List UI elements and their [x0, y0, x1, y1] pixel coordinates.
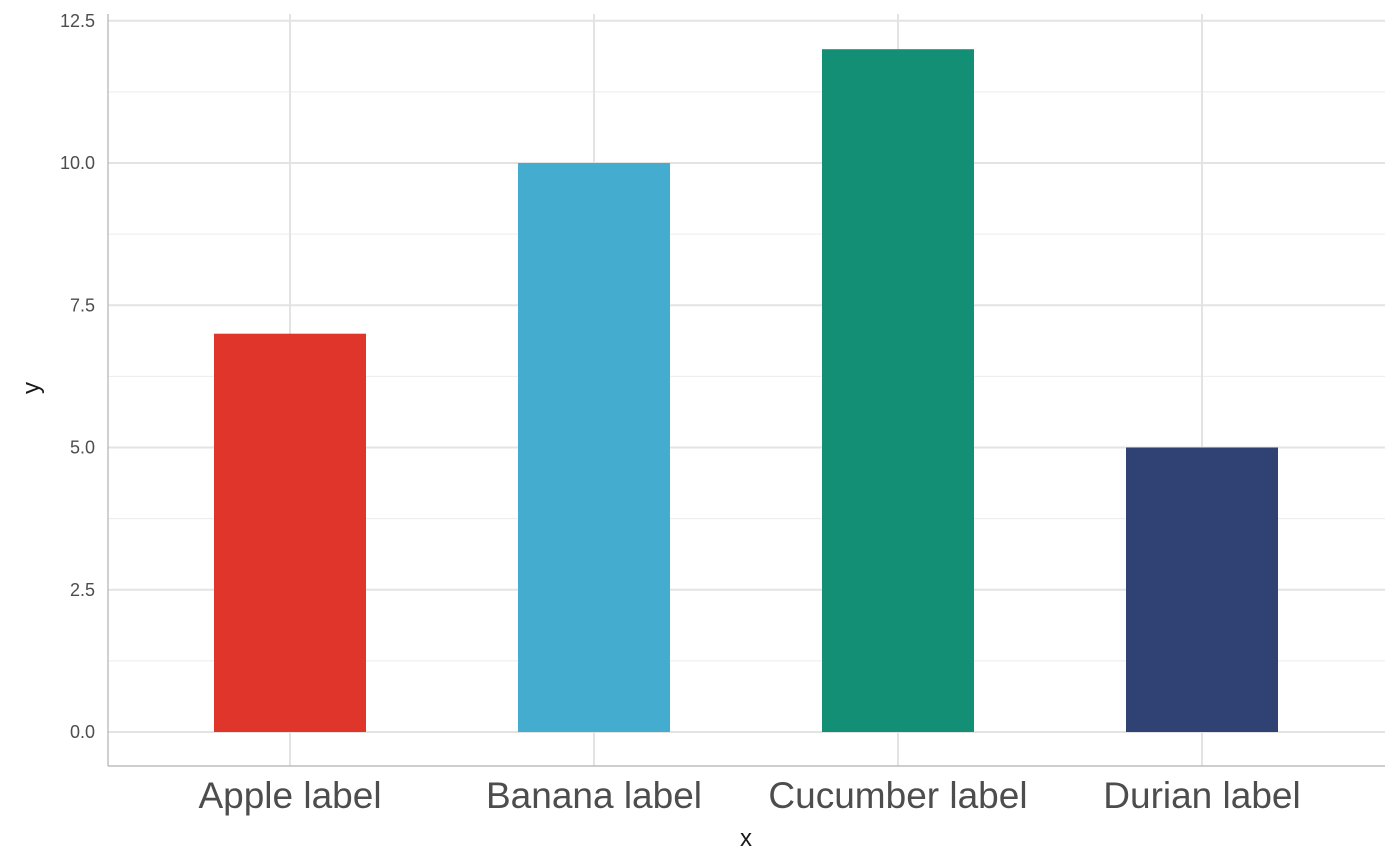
bar-banana-label [518, 163, 670, 732]
bars [214, 49, 1278, 732]
y-tick-labels: 0.0 2.5 5.0 7.5 10.0 12.5 [60, 11, 95, 742]
y-axis-title: y [18, 382, 45, 394]
y-tick-label: 10.0 [60, 153, 95, 173]
x-tick-label: Banana label [486, 775, 702, 816]
bar-durian-label [1126, 447, 1278, 732]
bar-cucumber-label [822, 49, 974, 732]
y-tick-label: 2.5 [70, 580, 95, 600]
bar-apple-label [214, 333, 366, 732]
x-tick-labels: Apple label Banana label Cucumber label Dur… [198, 775, 1300, 816]
x-axis-title: x [740, 825, 752, 852]
x-tick-label: Durian label [1103, 775, 1300, 816]
x-tick-label: Cucumber label [768, 775, 1027, 816]
y-tick-label: 7.5 [70, 295, 95, 315]
y-tick-label: 0.0 [70, 722, 95, 742]
x-tick-label: Apple label [198, 775, 381, 816]
axes [107, 14, 1385, 767]
y-tick-label: 12.5 [60, 11, 95, 31]
y-tick-label: 5.0 [70, 438, 95, 458]
